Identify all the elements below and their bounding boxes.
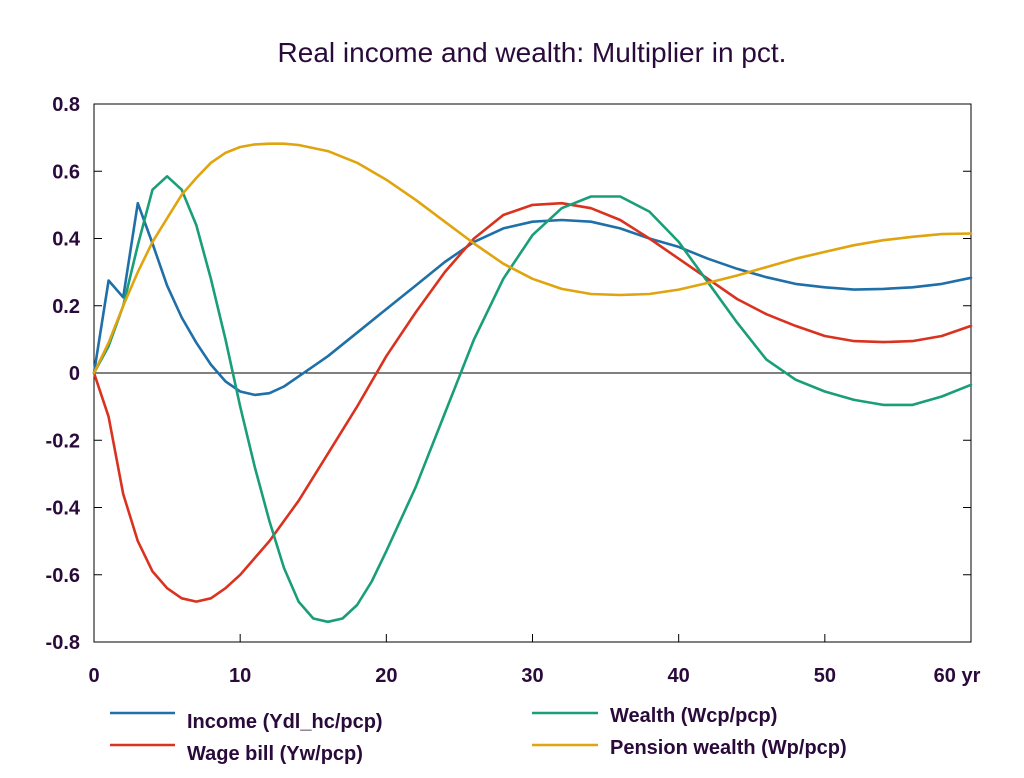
- legend-label-4: Pension wealth (Wp/pcp): [610, 737, 847, 759]
- x-tick-label: 0: [88, 665, 99, 687]
- y-tick-label: 0: [69, 363, 80, 385]
- y-axis: -0.8 -0.6 -0.4 -0.2 0 0.2 0.4 0.6 0.8: [46, 94, 971, 654]
- series-line-1: [92, 201, 973, 397]
- y-tick-label: -0.2: [46, 430, 80, 452]
- x-tick-label: 40: [668, 665, 690, 687]
- y-tick-label: -0.8: [46, 632, 80, 654]
- legend-label-1: Income (Ydl_hc/pcp): [187, 711, 383, 733]
- chart-title: Real income and wealth: Multiplier in pc…: [278, 37, 787, 68]
- x-tick-label: 10: [229, 665, 251, 687]
- y-tick-label: 0.6: [52, 161, 80, 183]
- x-tick-label: 50: [814, 665, 836, 687]
- legend: Income (Ydl_hc/pcp) Wage bill (Yw/pcp) Wea…: [110, 705, 847, 765]
- series-line-3: [92, 175, 973, 624]
- y-tick-label: -0.6: [46, 565, 80, 587]
- x-tick-label: 30: [521, 665, 543, 687]
- y-tick-label: -0.4: [46, 498, 81, 520]
- series-line-2: [92, 201, 973, 603]
- series-line-4: [92, 142, 973, 375]
- x-tick-label: 60 yr: [934, 665, 981, 687]
- y-tick-label: 0.4: [52, 229, 81, 251]
- series-lines: [92, 142, 973, 624]
- legend-label-2: Wage bill (Yw/pcp): [187, 743, 363, 765]
- x-axis: 0 10 20 30 40 50 60 yr: [88, 634, 981, 687]
- x-tick-label: 20: [375, 665, 397, 687]
- y-tick-label: 0.8: [52, 94, 80, 116]
- legend-label-3: Wealth (Wcp/pcp): [610, 705, 777, 727]
- y-tick-label: 0.2: [52, 296, 80, 318]
